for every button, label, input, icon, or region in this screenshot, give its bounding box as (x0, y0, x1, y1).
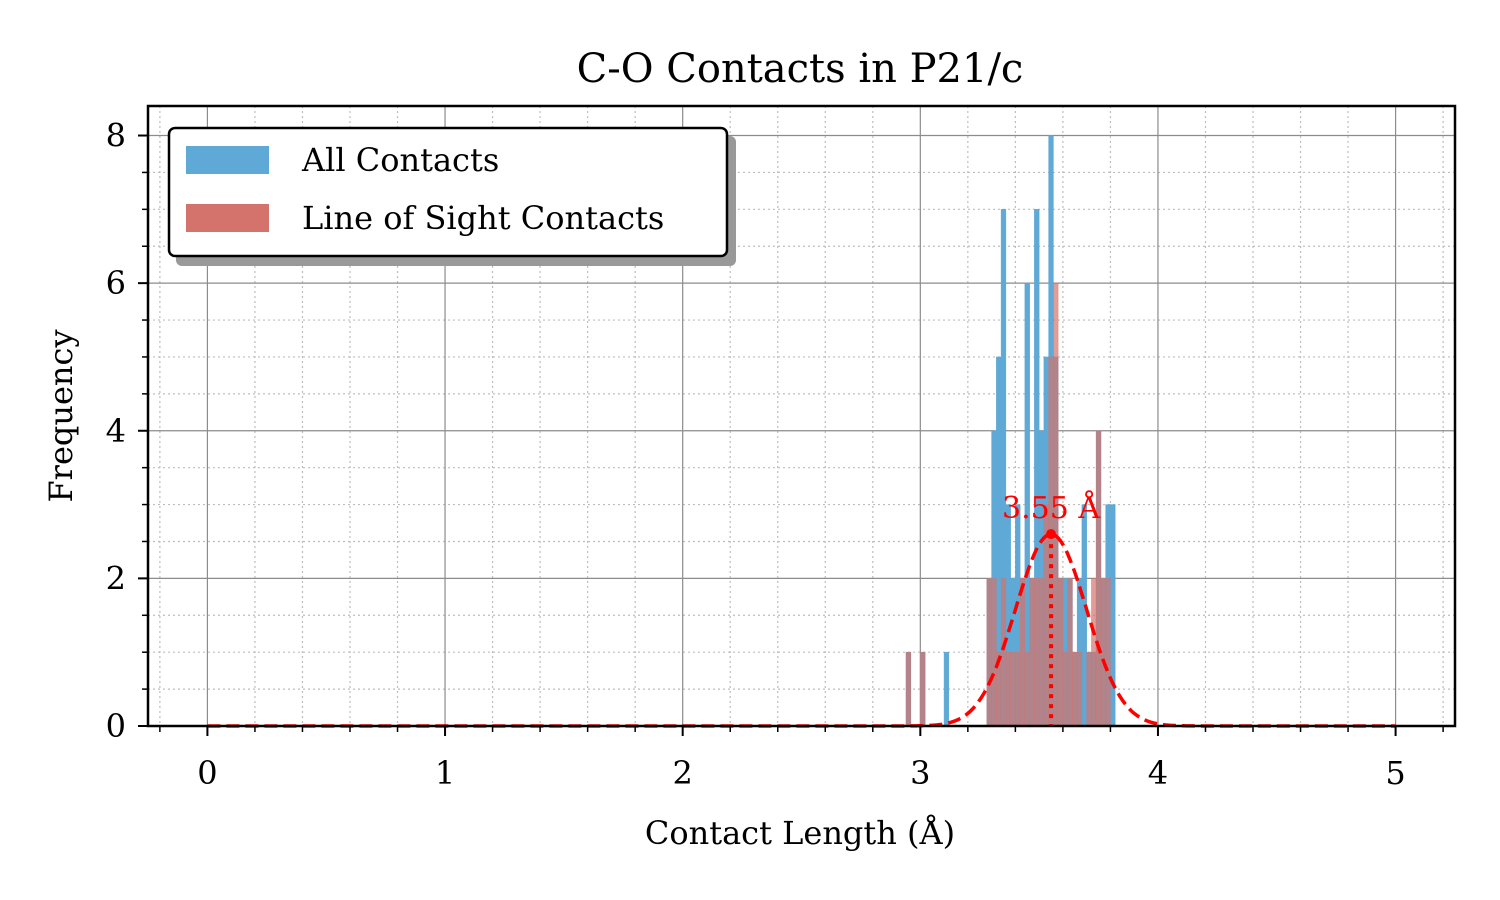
bar-line-of-sight (1072, 651, 1078, 727)
x-tick-label: 3 (910, 754, 930, 792)
gaussian-fit-curve (207, 532, 1396, 728)
x-tick-label: 5 (1385, 754, 1405, 792)
y-tick-label: 6 (106, 264, 126, 302)
bar-line-of-sight (905, 651, 912, 727)
bar-line-of-sight (1019, 578, 1026, 727)
bar-all-contacts (1081, 504, 1087, 727)
bar-line-of-sight (1024, 651, 1030, 727)
legend-swatch-line-of-sight (186, 204, 269, 232)
legend-label-line-of-sight: Line of Sight Contacts (302, 199, 664, 237)
x-tick-label: 4 (1148, 754, 1168, 792)
y-tick-label: 2 (106, 559, 126, 597)
peak-point (1046, 529, 1057, 540)
bar-line-of-sight (1086, 651, 1092, 727)
bar-line-of-sight (1067, 578, 1073, 727)
bar-line-of-sight (1057, 578, 1064, 727)
bar-line-of-sight (986, 578, 992, 727)
bar-line-of-sight (1091, 578, 1097, 727)
bar-line-of-sight (1010, 651, 1016, 727)
bar-line-of-sight (1029, 578, 1035, 727)
x-tick-label: 2 (673, 754, 693, 792)
x-tick-label: 1 (435, 754, 455, 792)
bar-line-of-sight (1015, 651, 1021, 727)
y-tick-label: 4 (106, 412, 126, 450)
x-axis-label: Contact Length (Å) (645, 814, 955, 852)
bar-line-of-sight (1062, 651, 1068, 727)
legend-label-all-contacts: All Contacts (301, 141, 499, 179)
bar-line-of-sight (1095, 430, 1102, 727)
bar-line-of-sight (920, 651, 926, 727)
major-gridlines (148, 106, 1455, 726)
legend-box (167, 126, 729, 258)
histogram-bars (905, 135, 1116, 727)
peak-annotation: 3.55 Å (1002, 490, 1100, 526)
bar-line-of-sight (991, 578, 997, 727)
y-tick-label: 0 (106, 707, 126, 745)
bar-line-of-sight (1105, 578, 1111, 727)
x-tick-label: 0 (197, 754, 217, 792)
legend: All Contacts Line of Sight Contacts (167, 126, 736, 266)
bar-line-of-sight (1034, 578, 1040, 727)
bar-all-contacts (943, 651, 950, 727)
bar-line-of-sight (1038, 578, 1045, 727)
legend-swatch-all-contacts (186, 146, 269, 174)
axis-ticks: 0 1 2 3 4 5 0 2 4 6 8 (106, 117, 1444, 792)
bar-line-of-sight (1076, 651, 1083, 727)
bar-line-of-sight (1048, 356, 1054, 727)
fit-curve-layer (207, 529, 1396, 728)
chart-title: C-O Contacts in P21/c (577, 46, 1024, 92)
bar-line-of-sight (1000, 578, 1007, 727)
plot-frame (146, 104, 1457, 728)
bar-all-contacts (1110, 504, 1116, 727)
y-axis-label: Frequency (42, 329, 80, 502)
bar-line-of-sight (1005, 651, 1011, 727)
y-tick-label: 8 (106, 117, 126, 155)
